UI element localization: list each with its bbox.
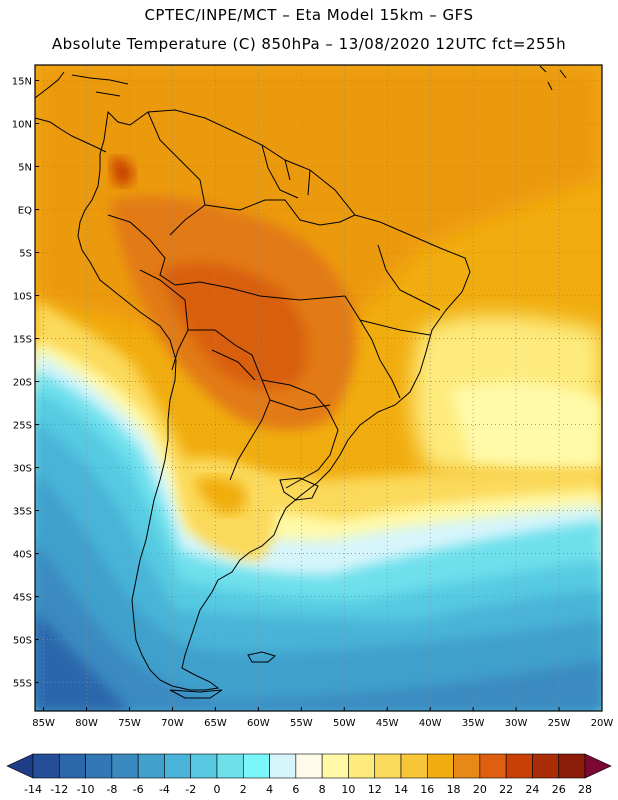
lon-label: 50W [333, 718, 356, 729]
colorbar-label: 6 [292, 783, 299, 796]
colorbar-swatch [558, 753, 586, 779]
lon-label: 35W [462, 718, 485, 729]
colorbar-swatch [164, 753, 192, 779]
colorbar-label: 26 [552, 783, 566, 796]
lon-label: 65W [204, 718, 227, 729]
colorbar: -14 -12 -10 -8 -6 -4 -2 0 2 4 6 8 10 12 14 16 18 20 22 24 26… [6, 753, 612, 796]
colorbar-swatch [505, 753, 533, 779]
colorbar-label: -2 [185, 783, 196, 796]
colorbar-swatch [374, 753, 402, 779]
colorbar-swatch [321, 753, 349, 779]
lon-label: 30W [505, 718, 528, 729]
colorbar-label: 14 [394, 783, 408, 796]
lat-label: 40S [13, 550, 32, 561]
lat-label: 15S [13, 335, 32, 346]
colorbar-swatch [532, 753, 560, 779]
colorbar-label: 22 [499, 783, 513, 796]
colorbar-label: 8 [319, 783, 326, 796]
lon-label: 40W [419, 718, 442, 729]
colorbar-swatch [58, 753, 86, 779]
colorbar-label: 12 [368, 783, 382, 796]
lat-label: 10N [12, 119, 32, 130]
lat-label: 55S [13, 679, 32, 690]
colorbar-swatch [32, 753, 60, 779]
colorbar-label: 0 [214, 783, 221, 796]
lat-label: 45S [13, 593, 32, 604]
colorbar-swatch [137, 753, 165, 779]
lat-label: 5S [19, 249, 32, 260]
colorbar-label: 2 [240, 783, 247, 796]
colorbar-swatch [269, 753, 297, 779]
colorbar-label: -4 [159, 783, 170, 796]
lat-label: 35S [13, 507, 32, 518]
colorbar-label: 24 [525, 783, 539, 796]
longitude-labels: 85W 80W 75W 70W 65W 60W 55W 50W 45W 40W 35W 30W 25W 2… [32, 718, 613, 729]
colorbar-label: 20 [473, 783, 487, 796]
lat-label: 20S [13, 378, 32, 389]
map-subtitle: Absolute Temperature (C) 850hPa – 13/08/… [51, 35, 567, 53]
lat-label: EQ [18, 206, 32, 217]
lat-label: 10S [13, 292, 32, 303]
lon-label: 75W [118, 718, 141, 729]
colorbar-swatch [216, 753, 244, 779]
colorbar-label: -14 [24, 783, 42, 796]
coastlines-and-borders [35, 65, 567, 699]
colorbar-swatch [348, 753, 376, 779]
map-title: CPTEC/INPE/MCT – Eta Model 15km – GFS [144, 6, 474, 24]
lon-label: 85W [32, 718, 55, 729]
lon-label: 60W [247, 718, 270, 729]
lat-label: 15N [12, 76, 32, 87]
colorbar-label: 10 [341, 783, 355, 796]
latitude-labels: 15N 10N 5N EQ 5S 10S 15S 20S 25S 30S 35S 40S 45S 50S 5… [12, 76, 32, 689]
lat-label: 50S [13, 636, 32, 647]
colorbar-swatch [190, 753, 218, 779]
colorbar-label: 28 [578, 783, 592, 796]
colorbar-label: 16 [420, 783, 434, 796]
colorbar-label: -10 [77, 783, 95, 796]
colorbar-label: 4 [266, 783, 273, 796]
colorbar-arrow-low [6, 753, 34, 779]
colorbar-label: 18 [447, 783, 461, 796]
lat-label: 5N [18, 163, 32, 174]
colorbar-swatch [242, 753, 270, 779]
colorbar-swatch [111, 753, 139, 779]
colorbar-label: -6 [133, 783, 144, 796]
temperature-field [35, 65, 602, 711]
lon-label: 20W [591, 718, 614, 729]
lon-label: 25W [548, 718, 571, 729]
lon-label: 45W [376, 718, 399, 729]
colorbar-swatch [85, 753, 113, 779]
lon-label: 80W [75, 718, 98, 729]
lon-label: 70W [161, 718, 184, 729]
map-frame [34, 64, 603, 712]
colorbar-label: -8 [106, 783, 117, 796]
colorbar-swatch [479, 753, 507, 779]
colorbar-swatch [426, 753, 454, 779]
lat-lon-grid [35, 65, 603, 711]
colorbar-swatch [453, 753, 481, 779]
lat-label: 25S [13, 421, 32, 432]
colorbar-swatch [400, 753, 428, 779]
lat-label: 30S [13, 464, 32, 475]
lon-label: 55W [290, 718, 313, 729]
colorbar-arrow-high [584, 753, 612, 779]
colorbar-swatch [295, 753, 323, 779]
colorbar-label: -12 [50, 783, 68, 796]
